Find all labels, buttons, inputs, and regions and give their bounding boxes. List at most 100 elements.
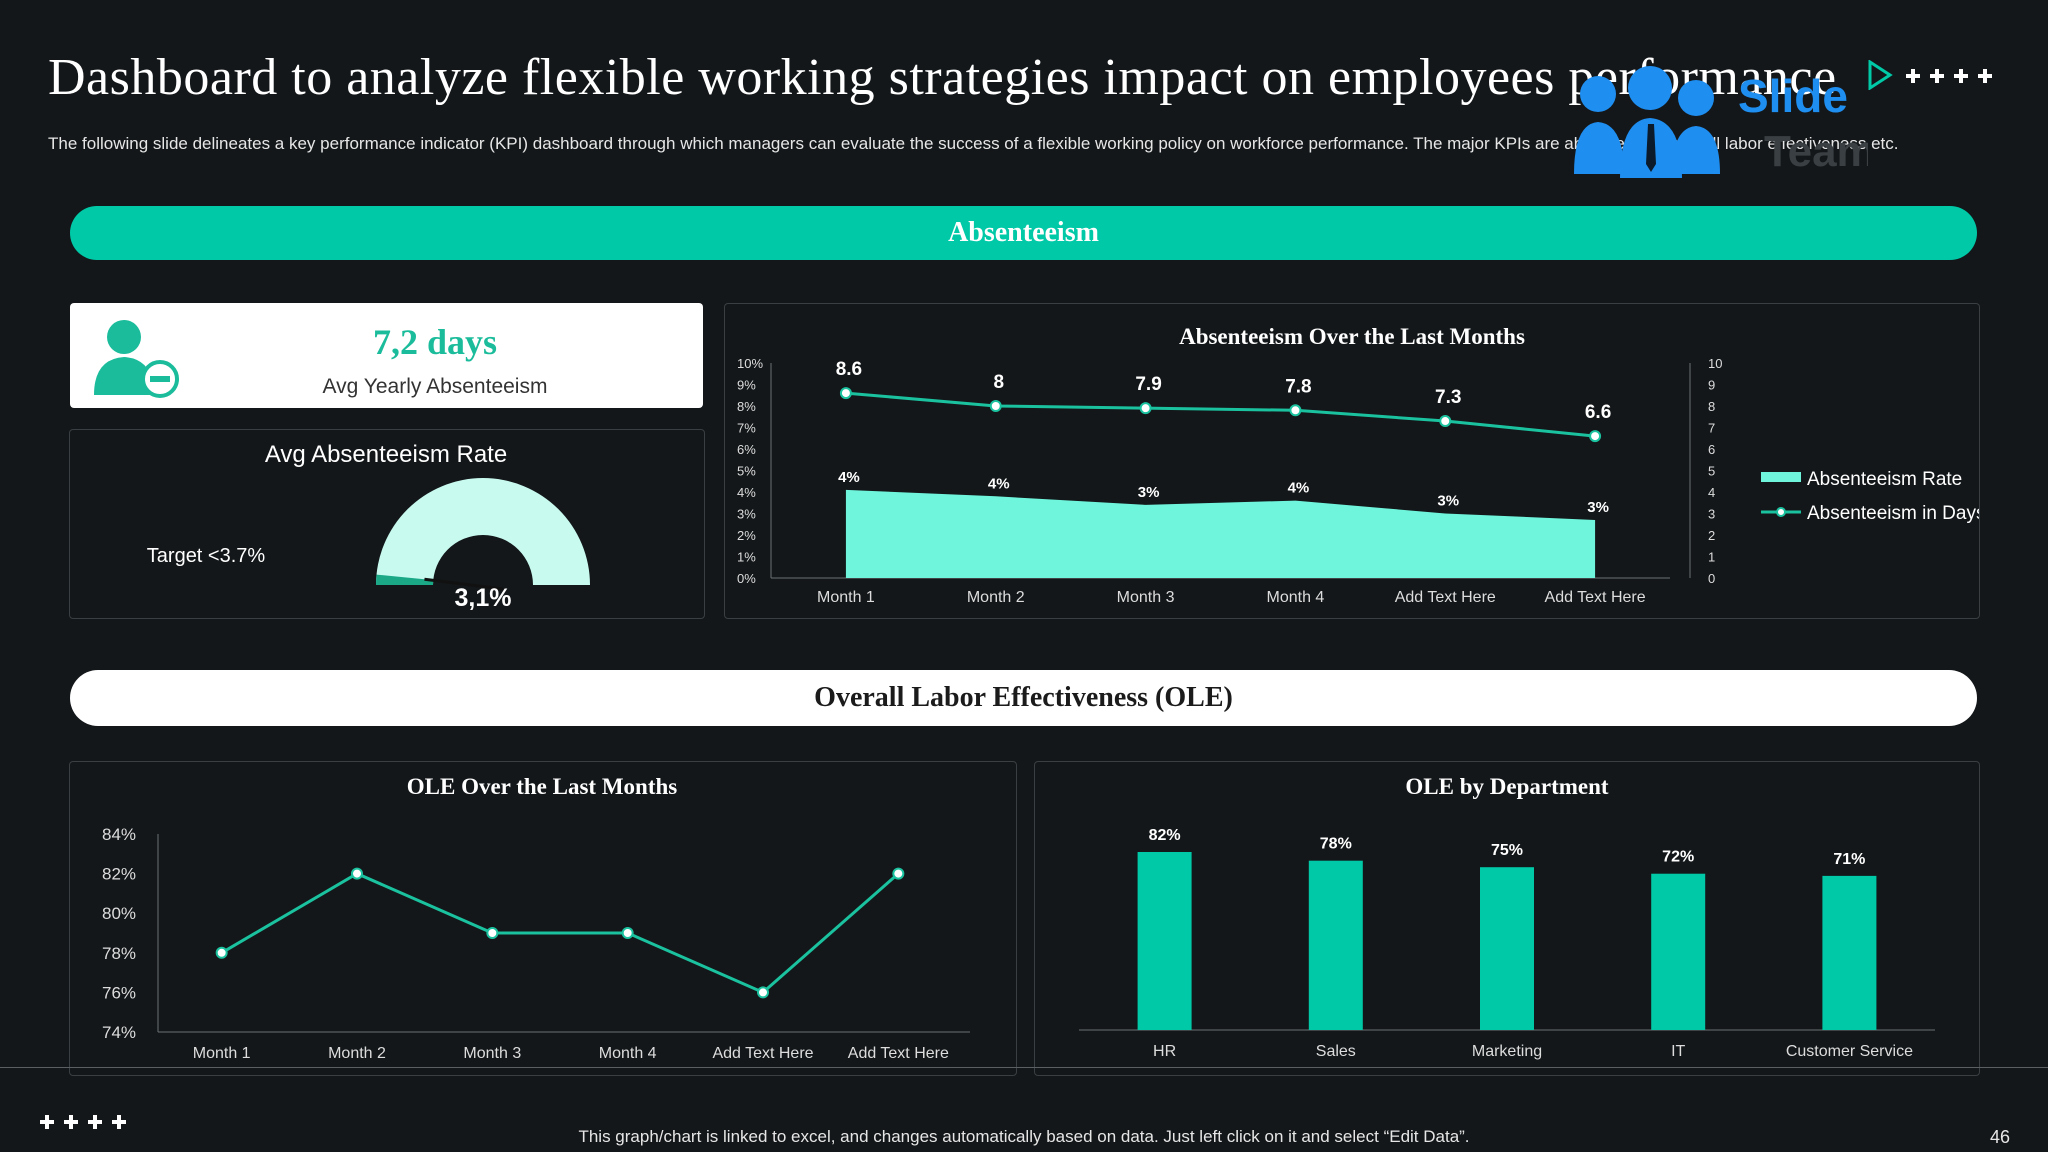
bar xyxy=(1651,873,1706,1030)
bar-data-label: 72% xyxy=(1662,849,1694,866)
bar xyxy=(1137,852,1192,1030)
area-data-label: 3% xyxy=(1138,484,1160,501)
employee-minus-icon xyxy=(94,320,179,398)
x-tick-label: Add Text Here xyxy=(712,1045,813,1062)
legend-label: Absenteeism in Days xyxy=(1807,503,1979,524)
y-tick-label: 80% xyxy=(102,904,136,923)
y-right-tick-label: 9 xyxy=(1708,378,1715,393)
y-right-tick-label: 8 xyxy=(1708,399,1715,414)
y-right-tick-label: 1 xyxy=(1708,550,1715,565)
triangle-icon xyxy=(1868,60,1893,90)
gauge-fill xyxy=(376,574,434,585)
x-tick-label: Month 2 xyxy=(328,1045,386,1062)
footer-divider xyxy=(0,1067,2048,1068)
y-right-tick-label: 2 xyxy=(1708,528,1715,543)
y-right-tick-label: 4 xyxy=(1708,485,1715,500)
bar-data-label: 82% xyxy=(1149,827,1181,844)
line-point xyxy=(989,400,1002,412)
logo-word-team: Team xyxy=(1764,127,1868,176)
x-tick-label: Marketing xyxy=(1472,1043,1542,1060)
y-left-tick-label: 6% xyxy=(737,442,756,457)
y-left-tick-label: 1% xyxy=(737,550,756,565)
slideteam-logo: Slide Team xyxy=(1574,66,1868,178)
x-tick-label: Add Text Here xyxy=(848,1045,949,1062)
series-line-absenteeism-days xyxy=(845,391,1596,438)
legend-swatch-area xyxy=(1761,472,1801,482)
x-tick-label: Add Text Here xyxy=(1545,589,1646,606)
x-tick-label: Month 4 xyxy=(1267,589,1325,606)
line-data-label: 8.6 xyxy=(836,359,862,380)
logo-word-slide: Slide xyxy=(1738,70,1848,122)
chart-title: OLE Over the Last Months xyxy=(407,774,678,799)
line-data-label: 7.8 xyxy=(1285,376,1311,397)
gauge-title: Avg Absenteeism Rate xyxy=(265,441,507,468)
line-point xyxy=(1289,404,1302,417)
bar xyxy=(1822,875,1877,1030)
line-point xyxy=(486,927,499,939)
gauge-needle xyxy=(424,577,504,591)
line-point xyxy=(351,867,363,880)
line-point xyxy=(1139,402,1152,415)
gauge-panel: Avg Absenteeism Rate Target <3.7% 3,1% xyxy=(69,429,705,619)
area-data-label: 4% xyxy=(988,475,1010,492)
x-tick-label: Customer Service xyxy=(1786,1043,1913,1060)
x-tick-label: Month 1 xyxy=(193,1045,251,1062)
section-absenteeism: Absenteeism xyxy=(70,206,1977,260)
line-point xyxy=(1589,430,1602,443)
line-data-label: 8 xyxy=(993,372,1004,393)
absenteeism-chart-panel: Absenteeism Over the Last Months 0% 1% 2% 3… xyxy=(724,303,1985,619)
line-point xyxy=(892,867,905,880)
area-data-label: 4% xyxy=(838,469,860,486)
x-tick-label: Month 4 xyxy=(599,1045,657,1062)
y-right-tick-label: 7 xyxy=(1708,421,1715,436)
people-icon xyxy=(1574,66,1720,178)
y-tick-label: 84% xyxy=(102,825,136,844)
x-tick-label: Add Text Here xyxy=(1395,589,1496,606)
y-left-tick-label: 8% xyxy=(737,399,756,414)
kpi-label: Avg Yearly Absenteeism xyxy=(322,375,548,398)
bar-data-label: 78% xyxy=(1320,836,1352,853)
x-tick-label: Month 3 xyxy=(1117,589,1175,606)
bar-data-label: 75% xyxy=(1491,842,1523,859)
line-data-label: 7.9 xyxy=(1135,374,1161,395)
area-data-label: 3% xyxy=(1437,493,1459,510)
kpi-card-yearly-absenteeism: 7,2 days Avg Yearly Absenteeism xyxy=(70,303,703,408)
y-tick-label: 76% xyxy=(102,983,136,1002)
bar xyxy=(1480,867,1534,1030)
decorative-plus-row xyxy=(1868,60,1992,90)
line-point xyxy=(1439,415,1452,428)
y-right-tick-label: 10 xyxy=(1708,356,1722,371)
legend-label: Absenteeism Rate xyxy=(1807,469,1962,490)
ole-department-chart: OLE by Department 82% HR 78% Sales 75% Market… xyxy=(1079,774,1935,1060)
y-left-tick-label: 3% xyxy=(737,507,756,522)
y-right-tick-label: 5 xyxy=(1708,464,1715,479)
line-point xyxy=(839,387,852,400)
y-right-tick-label: 6 xyxy=(1708,442,1715,457)
absenteeism-chart: Absenteeism Over the Last Months 0% 1% 2% 3… xyxy=(737,324,1985,606)
bar xyxy=(1308,860,1363,1030)
x-tick-label: Month 1 xyxy=(817,589,875,606)
x-tick-label: Sales xyxy=(1316,1043,1356,1060)
x-tick-label: Month 3 xyxy=(463,1045,521,1062)
gauge-track xyxy=(376,478,590,585)
page-title: Dashboard to analyze flexible working st… xyxy=(48,49,1837,106)
y-tick-label: 78% xyxy=(102,944,136,963)
series-line-ole xyxy=(220,871,900,995)
section-ole: Overall Labor Effectiveness (OLE) xyxy=(70,670,1977,726)
line-point xyxy=(215,946,228,959)
y-right-tick-label: 3 xyxy=(1708,507,1715,522)
line-data-label: 6.6 xyxy=(1585,402,1611,423)
y-right-tick-label: 0 xyxy=(1708,571,1715,586)
gauge-value-label: 3,1% xyxy=(455,584,512,612)
x-tick-label: IT xyxy=(1671,1043,1685,1060)
page-number: 46 xyxy=(1990,1127,2011,1147)
chart-title: OLE by Department xyxy=(1405,774,1609,799)
x-tick-label: HR xyxy=(1153,1043,1176,1060)
decorative-plus-row-bottom xyxy=(40,1115,126,1129)
legend-swatch-point xyxy=(1776,507,1786,517)
ole-months-chart-panel: OLE Over the Last Months 74% 76% 78% 80% 82%… xyxy=(69,761,1017,1076)
chart-title: Absenteeism Over the Last Months xyxy=(1179,324,1525,349)
series-area-absenteeism-rate xyxy=(845,489,1596,578)
gauge-target-label: Target <3.7% xyxy=(147,545,266,567)
ole-department-chart-panel: OLE by Department 82% HR 78% Sales 75% Market… xyxy=(1034,761,1980,1076)
